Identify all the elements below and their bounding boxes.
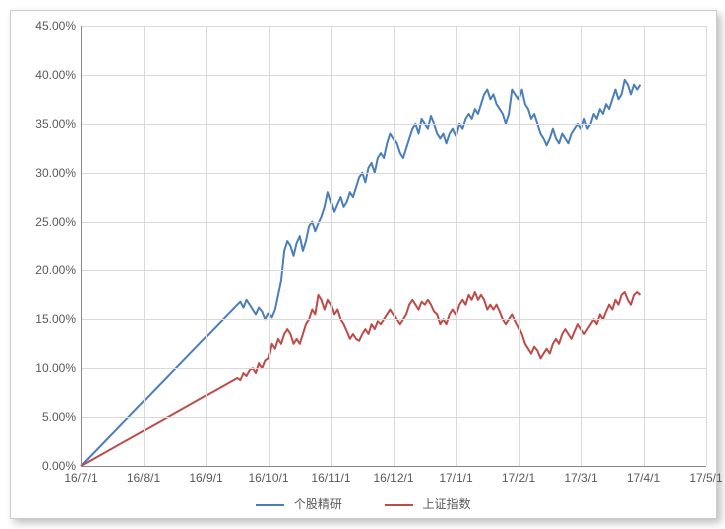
legend-label-1: 个股精研 [294, 497, 342, 511]
y-tick-label: 25.00% [21, 215, 76, 229]
x-tick-label: 17/4/1 [627, 471, 660, 485]
y-tick-label: 30.00% [21, 166, 76, 180]
x-tick-label: 17/5/1 [689, 471, 722, 485]
v-gridline [144, 26, 145, 466]
x-tick-label: 16/11/1 [311, 471, 350, 485]
v-gridline [581, 26, 582, 466]
x-tick-label: 17/1/1 [439, 471, 472, 485]
x-tick-label: 16/12/1 [373, 471, 413, 485]
v-gridline [206, 26, 207, 466]
x-tick-label: 17/3/1 [564, 471, 597, 485]
v-gridline [269, 26, 270, 466]
y-tick-label: 20.00% [21, 263, 76, 277]
x-tick-label: 17/2/1 [502, 471, 535, 485]
v-gridline [706, 26, 707, 466]
legend-swatch-1 [256, 504, 284, 506]
v-gridline [456, 26, 457, 466]
legend-swatch-2 [385, 504, 413, 506]
plot-area [81, 26, 706, 466]
v-gridline [331, 26, 332, 466]
v-gridline [394, 26, 395, 466]
y-tick-label: 45.00% [21, 19, 76, 33]
x-tick-label: 16/9/1 [189, 471, 222, 485]
legend-item-2: 上证指数 [385, 495, 470, 512]
x-tick-label: 16/8/1 [127, 471, 160, 485]
x-tick-label: 16/10/1 [248, 471, 288, 485]
y-tick-label: 5.00% [21, 410, 76, 424]
v-gridline [644, 26, 645, 466]
y-tick-label: 35.00% [21, 117, 76, 131]
y-axis-line [81, 26, 82, 466]
legend-item-1: 个股精研 [256, 495, 341, 512]
y-tick-label: 40.00% [21, 68, 76, 82]
series-line-0 [81, 80, 640, 466]
v-gridline [519, 26, 520, 466]
x-axis-line [81, 466, 706, 467]
x-tick-label: 16/7/1 [64, 471, 97, 485]
legend-label-2: 上证指数 [423, 497, 471, 511]
y-tick-label: 10.00% [21, 361, 76, 375]
line-chart: 个股精研 上证指数 0.00%5.00%10.00%15.00%20.00%25… [10, 10, 717, 519]
y-tick-label: 15.00% [21, 312, 76, 326]
legend: 个股精研 上证指数 [11, 495, 716, 512]
